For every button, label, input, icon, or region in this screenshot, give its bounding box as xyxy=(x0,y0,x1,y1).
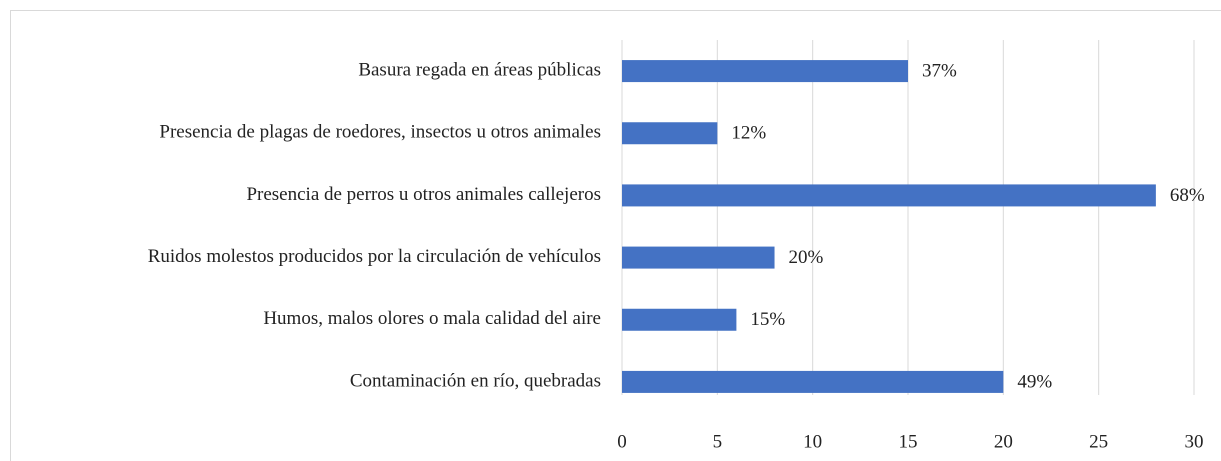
data-label: 37% xyxy=(922,60,957,81)
bar xyxy=(622,246,775,269)
bar xyxy=(622,308,737,331)
x-tick-label: 0 xyxy=(617,431,627,452)
x-tick-label: 5 xyxy=(713,431,723,452)
x-tick-label: 30 xyxy=(1185,431,1204,452)
data-label: 20% xyxy=(789,247,824,268)
y-tick-label: Ruidos molestos producidos por la circul… xyxy=(148,246,601,267)
chart-frame xyxy=(10,10,1221,461)
x-tick-label: 20 xyxy=(994,431,1013,452)
y-tick-label: Presencia de perros u otros animales cal… xyxy=(246,184,601,205)
y-tick-label: Presencia de plagas de roedores, insecto… xyxy=(159,122,601,143)
bar xyxy=(622,60,908,83)
y-tick-label: Basura regada en áreas públicas xyxy=(358,59,601,80)
y-tick-label: Contaminación en río, quebradas xyxy=(350,370,601,391)
bar xyxy=(622,122,718,145)
bar xyxy=(622,370,1004,393)
x-tick-label: 10 xyxy=(803,431,822,452)
data-label: 68% xyxy=(1170,185,1205,206)
y-tick-label: Humos, malos olores o mala calidad del a… xyxy=(263,308,601,329)
data-label: 15% xyxy=(750,309,785,330)
x-tick-label: 15 xyxy=(899,431,918,452)
data-label: 49% xyxy=(1017,371,1052,392)
data-label: 12% xyxy=(731,123,766,144)
bar xyxy=(622,184,1156,207)
x-tick-label: 25 xyxy=(1089,431,1108,452)
